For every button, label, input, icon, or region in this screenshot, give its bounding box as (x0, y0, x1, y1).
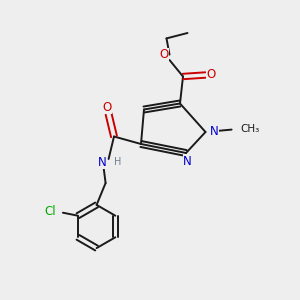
Text: N: N (98, 155, 106, 169)
Text: O: O (160, 48, 169, 61)
Text: N: N (209, 124, 218, 138)
Text: Cl: Cl (45, 205, 56, 218)
Text: N: N (183, 155, 192, 168)
Text: O: O (206, 68, 215, 82)
Text: H: H (114, 157, 121, 167)
Text: O: O (103, 101, 112, 114)
Text: CH₃: CH₃ (240, 124, 259, 134)
